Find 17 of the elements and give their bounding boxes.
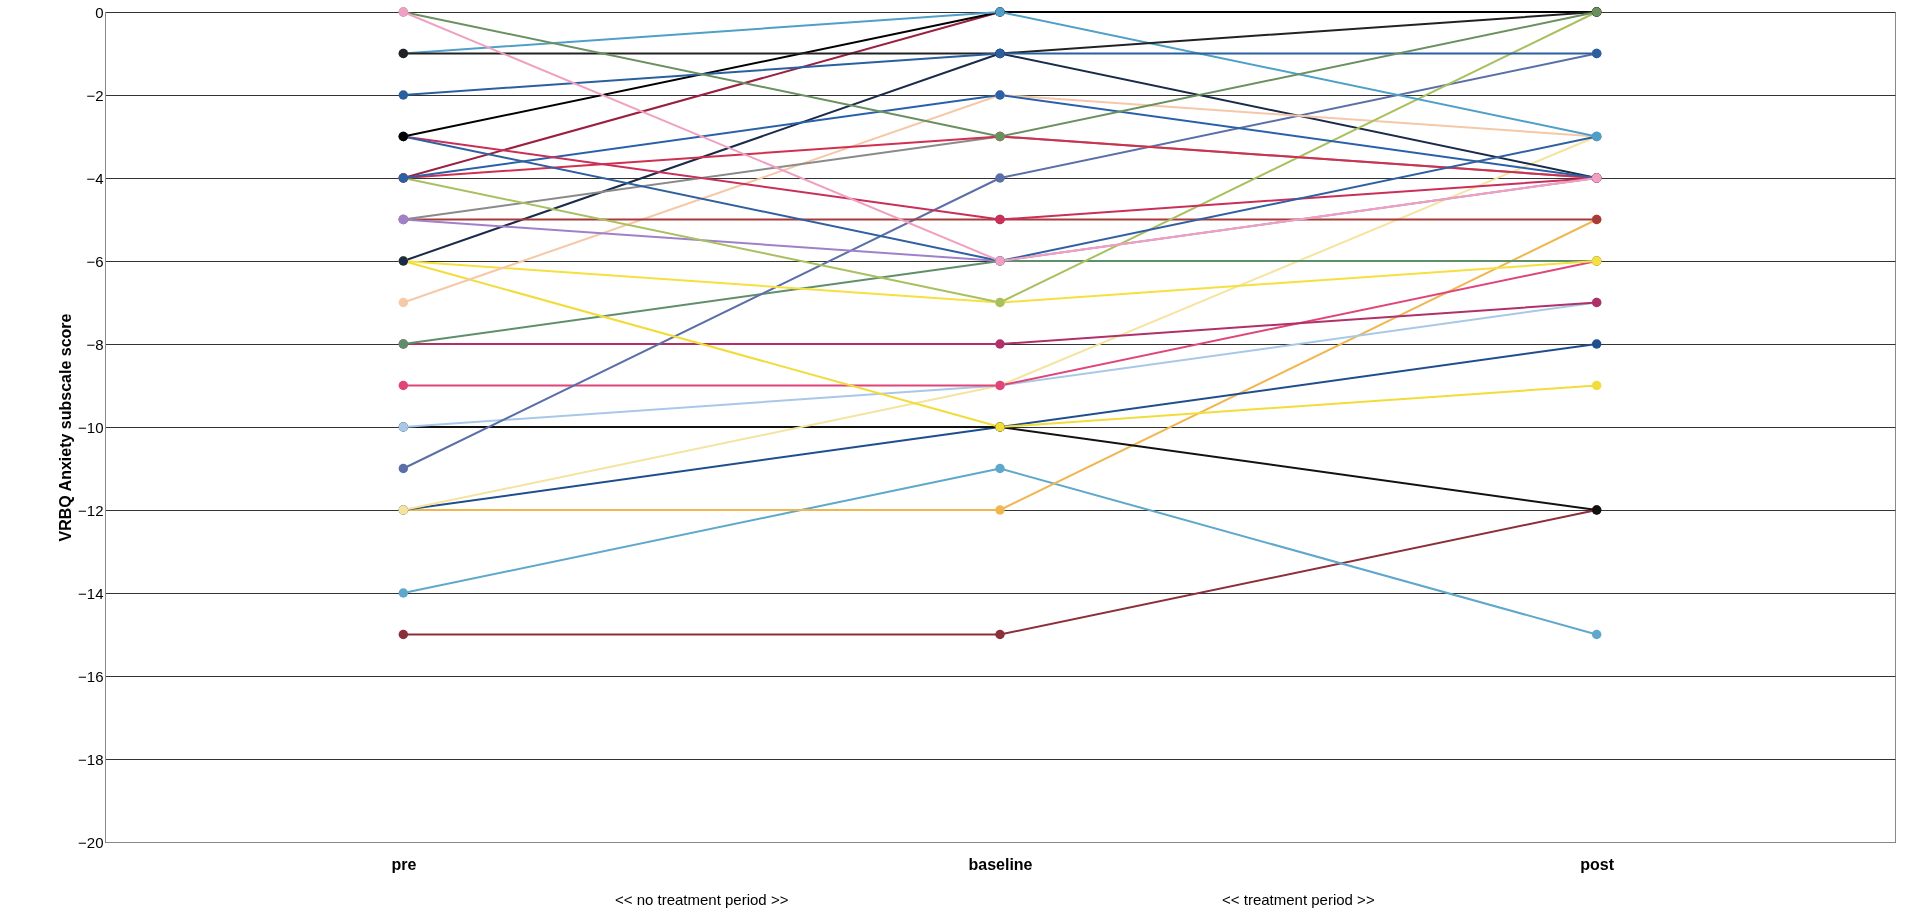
y-axis-title: VRBQ Anxiety subscale score (57, 313, 75, 542)
y-tick-label: −20 (78, 833, 104, 851)
y-tick-label: −8 (86, 335, 104, 353)
y-tick-label: 0 (95, 3, 104, 21)
y-tick-label: −16 (78, 667, 104, 685)
y-tick-label: −6 (86, 252, 104, 270)
y-tick-label: −12 (78, 501, 104, 519)
y-tick-label: −18 (78, 750, 104, 768)
x-tick-label: pre (391, 855, 417, 873)
x-tick-label: baseline (968, 855, 1033, 873)
y-tick-label: −2 (86, 86, 104, 104)
y-tick-label: −10 (78, 418, 104, 436)
y-tick-label: −4 (86, 169, 104, 187)
text: << treatment period >> (1222, 891, 1375, 908)
text: << no treatment period >> (614, 891, 789, 908)
y-tick-label: −14 (78, 584, 104, 602)
x-tick-label: post (1580, 855, 1615, 873)
